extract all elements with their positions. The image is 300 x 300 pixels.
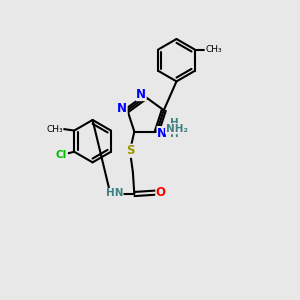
- Text: Cl: Cl: [56, 150, 67, 160]
- Text: H: H: [170, 129, 179, 139]
- Text: CH₃: CH₃: [46, 124, 63, 134]
- Text: NH₂: NH₂: [166, 124, 188, 134]
- Text: S: S: [126, 144, 134, 157]
- Text: N: N: [157, 127, 167, 140]
- Text: N: N: [136, 88, 146, 100]
- Text: N: N: [117, 102, 127, 115]
- Text: O: O: [156, 186, 166, 199]
- Text: HN: HN: [106, 188, 123, 199]
- Text: CH₃: CH₃: [205, 44, 222, 53]
- Text: H: H: [170, 118, 179, 128]
